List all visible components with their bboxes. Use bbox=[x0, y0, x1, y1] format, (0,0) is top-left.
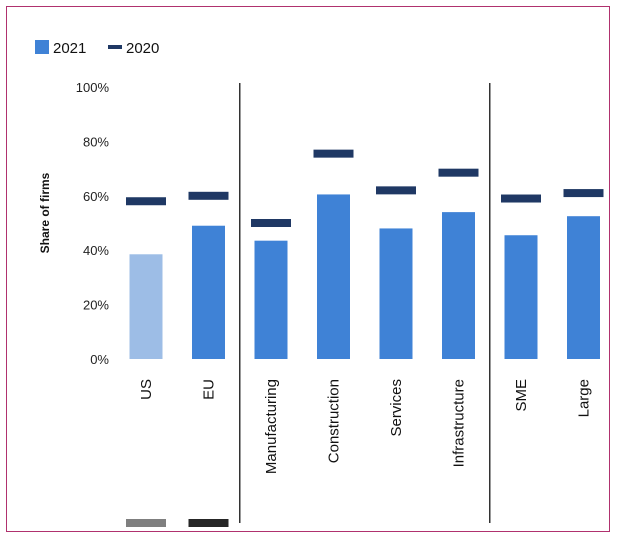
category-label-manufacturing: Manufacturing bbox=[263, 379, 280, 474]
bar-2021-sme bbox=[504, 235, 538, 359]
footer-swatch bbox=[188, 519, 229, 527]
marker-2020-construction bbox=[313, 149, 354, 158]
marker-2020-services bbox=[376, 186, 416, 195]
marker-2020-us bbox=[126, 197, 166, 206]
y-tick-label: 80% bbox=[83, 134, 109, 149]
marker-2020-manufacturing bbox=[251, 219, 291, 227]
marker-2020-large bbox=[563, 189, 604, 198]
legend-swatch-2021 bbox=[35, 40, 49, 54]
category-label-services: Services bbox=[388, 379, 405, 437]
category-label-large: Large bbox=[576, 379, 593, 417]
legend: 2021 2020 bbox=[35, 40, 159, 57]
bar-2021-construction bbox=[317, 194, 350, 359]
y-tick-label: 60% bbox=[83, 189, 109, 204]
bar-2021-manufacturing bbox=[254, 240, 288, 359]
bars-2021 bbox=[129, 194, 600, 359]
category-label-infrastructure: Infrastructure bbox=[451, 379, 468, 467]
category-label-eu: EU bbox=[201, 379, 218, 400]
bar-chart: 2021 2020 Share of firms 0% 20% 40% 60% 80% 1… bbox=[35, 40, 604, 527]
bar-2021-large bbox=[567, 216, 600, 359]
footer-swatch bbox=[126, 519, 166, 527]
bar-2021-us bbox=[129, 254, 163, 359]
y-axis-title: Share of firms bbox=[38, 172, 52, 253]
category-label-construction: Construction bbox=[326, 379, 343, 463]
marker-2020-sme bbox=[501, 194, 541, 203]
group-separators bbox=[239, 83, 491, 523]
y-axis-ticks: 0% 20% 40% 60% 80% 100% bbox=[76, 80, 110, 367]
legend-label-2021: 2021 bbox=[53, 40, 86, 57]
legend-label-2020: 2020 bbox=[126, 40, 159, 57]
marker-2020-eu bbox=[188, 191, 229, 200]
legend-swatch-2020 bbox=[108, 45, 122, 49]
category-label-sme: SME bbox=[513, 379, 530, 412]
markers-2020 bbox=[126, 149, 604, 227]
bar-2021-infrastructure bbox=[442, 212, 475, 359]
bar-2021-services bbox=[379, 228, 413, 359]
footer-swatches bbox=[126, 519, 229, 527]
y-tick-label: 40% bbox=[83, 243, 109, 258]
category-label-us: US bbox=[138, 379, 155, 400]
y-tick-label: 20% bbox=[83, 298, 109, 313]
category-labels: US EU Manufacturing Construction Services Inf… bbox=[138, 379, 593, 474]
y-tick-label: 0% bbox=[90, 352, 109, 367]
chart-frame: 2021 2020 Share of firms 0% 20% 40% 60% 80% 1… bbox=[6, 6, 610, 532]
marker-2020-infrastructure bbox=[438, 168, 479, 177]
y-tick-label: 100% bbox=[76, 80, 110, 95]
bar-2021-eu bbox=[192, 225, 225, 359]
